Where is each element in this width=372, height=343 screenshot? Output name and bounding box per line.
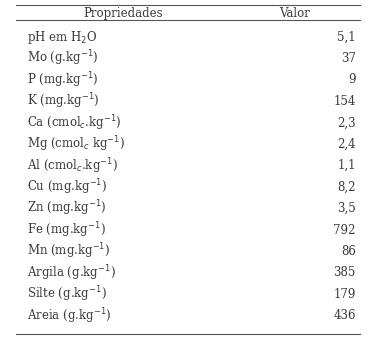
Text: 3,5: 3,5 [337, 202, 356, 215]
Text: Mg (cmol$_c$ kg$^{-1}$): Mg (cmol$_c$ kg$^{-1}$) [27, 134, 125, 154]
Text: 5,1: 5,1 [337, 31, 356, 44]
Text: 8,2: 8,2 [337, 181, 356, 194]
Text: Ca (cmol$_c$.kg$^{-1}$): Ca (cmol$_c$.kg$^{-1}$) [27, 113, 122, 133]
Text: Argila (g.kg$^{-1}$): Argila (g.kg$^{-1}$) [27, 263, 116, 283]
Text: Propriedades: Propriedades [83, 7, 163, 20]
Text: Mn (mg.kg$^{-1}$): Mn (mg.kg$^{-1}$) [27, 242, 110, 261]
Text: Cu (mg.kg$^{-1}$): Cu (mg.kg$^{-1}$) [27, 177, 108, 197]
Text: 154: 154 [333, 95, 356, 108]
Text: 37: 37 [341, 52, 356, 65]
Text: 436: 436 [333, 309, 356, 322]
Text: 2,4: 2,4 [337, 138, 356, 151]
Text: Zn (mg.kg$^{-1}$): Zn (mg.kg$^{-1}$) [27, 199, 107, 218]
Text: Valor: Valor [279, 7, 310, 20]
Text: Areia (g.kg$^{-1}$): Areia (g.kg$^{-1}$) [27, 306, 112, 326]
Text: 9: 9 [348, 73, 356, 86]
Text: Mo (g.kg$^{-1}$): Mo (g.kg$^{-1}$) [27, 49, 99, 68]
Text: P (mg.kg$^{-1}$): P (mg.kg$^{-1}$) [27, 70, 99, 90]
Text: 179: 179 [333, 288, 356, 301]
Text: Fe (mg.kg$^{-1}$): Fe (mg.kg$^{-1}$) [27, 220, 106, 240]
Text: 2,3: 2,3 [337, 116, 356, 129]
Text: 1,1: 1,1 [337, 159, 356, 172]
Text: 86: 86 [341, 245, 356, 258]
Text: K (mg.kg$^{-1}$): K (mg.kg$^{-1}$) [27, 92, 100, 111]
Text: 792: 792 [333, 224, 356, 237]
Text: Al (cmol$_c$.kg$^{-1}$): Al (cmol$_c$.kg$^{-1}$) [27, 156, 118, 176]
Text: pH em H$_2$O: pH em H$_2$O [27, 28, 97, 46]
Text: 385: 385 [333, 267, 356, 280]
Text: Silte (g.kg$^{-1}$): Silte (g.kg$^{-1}$) [27, 285, 107, 304]
